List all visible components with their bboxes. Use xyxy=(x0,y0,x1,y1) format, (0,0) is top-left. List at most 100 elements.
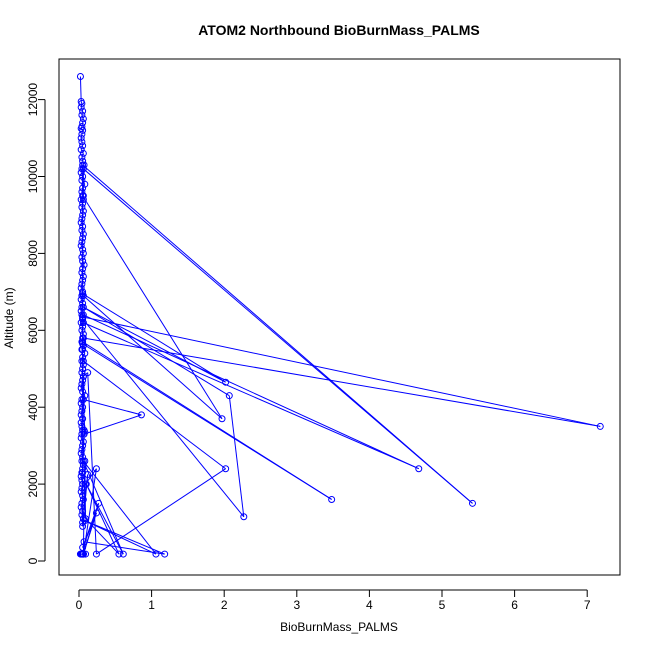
data-point xyxy=(79,207,87,215)
data-point xyxy=(95,499,103,507)
series-segment xyxy=(84,520,157,555)
data-point xyxy=(79,199,87,207)
plot-frame xyxy=(58,58,621,576)
y-tick-label: 4000 xyxy=(26,394,40,421)
data-point xyxy=(79,461,87,469)
data-point xyxy=(78,188,86,196)
data-point xyxy=(77,103,85,111)
series-segment xyxy=(84,541,165,555)
y-tick-label: 10000 xyxy=(26,159,40,193)
data-point xyxy=(79,211,87,219)
series-segment xyxy=(83,168,473,504)
data-point xyxy=(79,507,87,515)
series-segment xyxy=(83,414,142,435)
y-tick-label: 0 xyxy=(26,557,40,564)
data-point xyxy=(77,146,85,154)
data-point xyxy=(79,222,87,230)
data-point xyxy=(137,411,145,419)
series-segment xyxy=(83,314,419,470)
data-point xyxy=(82,550,90,558)
data-point xyxy=(79,107,87,115)
y-tick-label: 2000 xyxy=(26,470,40,497)
data-point xyxy=(79,322,87,330)
data-point xyxy=(79,149,87,157)
x-axis: 0 1 2 3 4 5 6 7 xyxy=(76,589,591,612)
series-segment xyxy=(83,295,223,420)
data-point xyxy=(222,378,230,386)
data-point xyxy=(78,130,86,138)
data-point xyxy=(77,550,85,558)
data-point xyxy=(115,550,123,558)
data-point xyxy=(77,169,85,177)
data-point xyxy=(79,192,87,200)
data-point xyxy=(79,457,87,465)
series-layer xyxy=(76,73,604,558)
data-point xyxy=(79,115,87,123)
data-point xyxy=(79,403,87,411)
data-point xyxy=(77,134,85,142)
data-point xyxy=(77,196,85,204)
data-point xyxy=(78,484,86,492)
data-point xyxy=(78,253,86,261)
data-point xyxy=(82,480,90,488)
data-point xyxy=(78,138,86,146)
data-point xyxy=(79,469,87,477)
data-point xyxy=(79,234,87,242)
data-point xyxy=(77,449,85,457)
data-point xyxy=(240,513,248,521)
data-point xyxy=(119,550,127,558)
x-tick-label: 7 xyxy=(584,598,591,612)
series-segment xyxy=(83,337,601,427)
data-point xyxy=(78,326,86,334)
data-point xyxy=(77,419,85,427)
data-point xyxy=(79,415,87,423)
data-point xyxy=(161,550,169,558)
series-segment xyxy=(87,372,97,555)
series-segment xyxy=(83,360,226,470)
data-point xyxy=(78,446,86,453)
data-point xyxy=(77,242,85,250)
data-point xyxy=(92,509,100,517)
data-point xyxy=(78,269,86,277)
data-point xyxy=(81,180,89,188)
series-segment xyxy=(82,293,226,383)
data-point xyxy=(79,126,87,134)
data-point xyxy=(78,476,86,484)
data-point xyxy=(78,422,86,430)
data-point xyxy=(79,161,87,169)
data-point xyxy=(152,550,160,558)
data-point xyxy=(92,465,100,473)
data-point xyxy=(78,203,86,211)
series-segment xyxy=(82,343,332,500)
data-point xyxy=(79,361,87,369)
data-point xyxy=(77,219,85,227)
x-tick-label: 6 xyxy=(511,598,518,612)
data-point xyxy=(78,280,86,288)
series-segment xyxy=(82,318,245,518)
data-point xyxy=(79,288,87,296)
data-point xyxy=(79,303,87,311)
x-tick-label: 4 xyxy=(366,598,373,612)
data-point xyxy=(79,338,87,346)
series-segment xyxy=(85,483,120,555)
x-tick-label: 3 xyxy=(293,598,300,612)
data-point xyxy=(225,392,233,400)
data-point xyxy=(79,515,87,523)
series-segment xyxy=(96,468,226,555)
series-segment xyxy=(83,399,142,416)
data-point xyxy=(79,246,87,254)
series-segment xyxy=(82,316,601,427)
data-point xyxy=(222,465,230,473)
data-point xyxy=(79,438,87,446)
data-point xyxy=(78,499,86,507)
data-point xyxy=(79,492,87,500)
series-segment xyxy=(84,520,165,555)
data-point xyxy=(80,430,88,438)
data-point xyxy=(79,165,87,173)
data-point xyxy=(78,380,86,388)
x-tick-label: 1 xyxy=(148,598,155,612)
data-point xyxy=(77,488,85,496)
data-point xyxy=(79,353,87,361)
